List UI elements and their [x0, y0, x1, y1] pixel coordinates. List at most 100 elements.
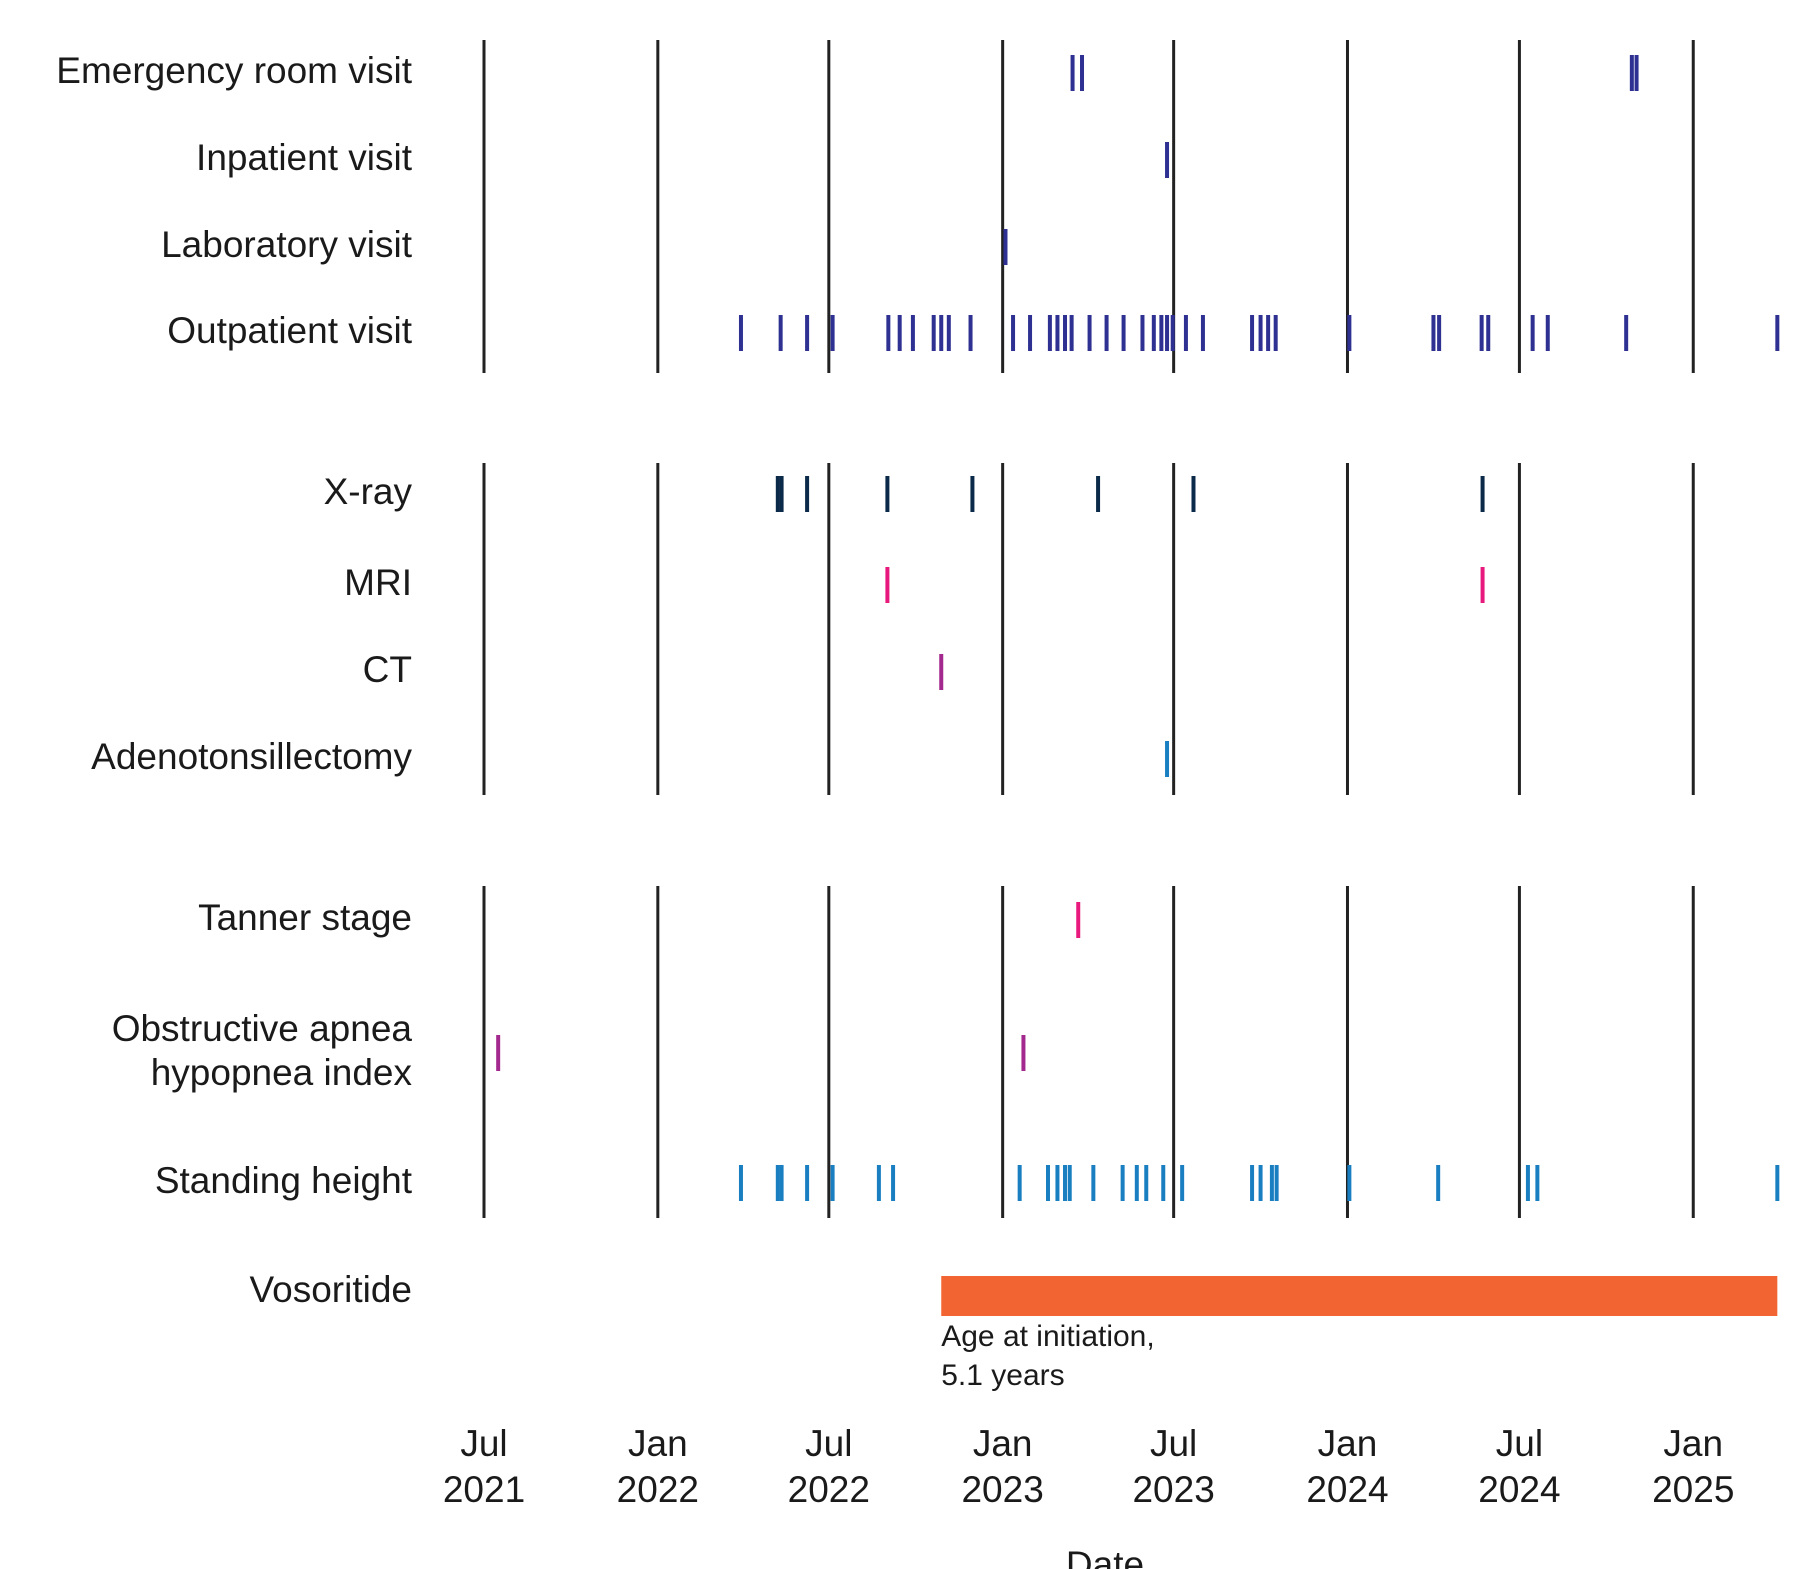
event-mark-outpatient-visit-7 [910, 315, 915, 351]
x-tick-label-2023-07-01: Jul 2023 [1132, 1423, 1214, 1510]
x-tick-label-2025-01-01: Jan 2025 [1652, 1423, 1734, 1510]
row-label-mri: MRI [344, 562, 412, 603]
event-mark-outpatient-visit-26 [1183, 315, 1188, 351]
event-mark-outpatient-visit-2 [778, 315, 783, 351]
event-mark-standing-height-25 [1525, 1165, 1530, 1201]
event-mark-standing-height-10 [1055, 1165, 1060, 1201]
event-mark-outpatient-visit-24 [1165, 315, 1170, 351]
event-mark-emergency-room-visit-4 [1634, 55, 1639, 91]
event-mark-outpatient-visit-17 [1069, 315, 1074, 351]
event-mark-x-ray-2 [779, 476, 784, 512]
event-mark-outpatient-visit-9 [939, 315, 944, 351]
row-label-obstructive-apnea-hypopnea-index: Obstructive apnea hypopnea index [112, 1008, 413, 1093]
event-mark-outpatient-visit-35 [1479, 315, 1484, 351]
event-mark-standing-height-3 [779, 1165, 784, 1201]
event-mark-standing-height-19 [1250, 1165, 1255, 1201]
event-mark-outpatient-visit-33 [1431, 315, 1436, 351]
x-tick-label-2021-07-01: Jul 2021 [443, 1423, 525, 1510]
event-mark-outpatient-visit-38 [1545, 315, 1550, 351]
event-mark-outpatient-visit-11 [968, 315, 973, 351]
event-mark-emergency-room-visit-1 [1070, 55, 1075, 91]
event-mark-standing-height-24 [1436, 1165, 1441, 1201]
row-label-laboratory-visit: Laboratory visit [161, 224, 413, 265]
event-mark-standing-height-4 [805, 1165, 810, 1201]
event-mark-outpatient-visit-40 [1775, 315, 1780, 351]
event-mark-outpatient-visit-14 [1047, 315, 1052, 351]
event-mark-standing-height-18 [1180, 1165, 1185, 1201]
x-axis-title: Date [1066, 1544, 1144, 1569]
event-mark-outpatient-visit-23 [1159, 315, 1164, 351]
event-mark-outpatient-visit-20 [1121, 315, 1126, 351]
event-mark-outpatient-visit-36 [1486, 315, 1491, 351]
row-label-standing-height: Standing height [155, 1160, 413, 1201]
event-mark-standing-height-14 [1120, 1165, 1125, 1201]
event-mark-outpatient-visit-25 [1170, 315, 1175, 351]
event-mark-outpatient-visit-30 [1266, 315, 1271, 351]
event-mark-x-ray-6 [1096, 476, 1101, 512]
event-mark-standing-height-26 [1535, 1165, 1540, 1201]
event-mark-outpatient-visit-6 [897, 315, 902, 351]
event-mark-laboratory-visit-1 [1003, 229, 1008, 265]
event-mark-standing-height-6 [876, 1165, 881, 1201]
event-mark-standing-height-11 [1063, 1165, 1068, 1201]
event-mark-inpatient-visit-1 [1165, 142, 1170, 178]
event-mark-outpatient-visit-27 [1200, 315, 1205, 351]
event-mark-outpatient-visit-21 [1140, 315, 1145, 351]
event-mark-outpatient-visit-15 [1055, 315, 1060, 351]
event-mark-outpatient-visit-10 [946, 315, 951, 351]
event-mark-outpatient-visit-37 [1530, 315, 1535, 351]
event-mark-standing-height-13 [1091, 1165, 1096, 1201]
event-mark-x-ray-5 [970, 476, 975, 512]
event-mark-x-ray-3 [805, 476, 810, 512]
x-tick-label-2022-07-01: Jul 2022 [788, 1423, 870, 1510]
event-mark-standing-height-8 [1017, 1165, 1022, 1201]
event-mark-standing-height-20 [1258, 1165, 1263, 1201]
event-mark-standing-height-5 [830, 1165, 835, 1201]
event-mark-obstructive-apnea-hypopnea-index-1 [496, 1035, 501, 1071]
event-mark-adenotonsillectomy-1 [1165, 741, 1170, 777]
event-mark-outpatient-visit-4 [830, 315, 835, 351]
event-mark-mri-2 [1480, 567, 1485, 603]
row-label-adenotonsillectomy: Adenotonsillectomy [91, 736, 412, 777]
row-label-tanner-stage: Tanner stage [198, 897, 412, 938]
event-mark-outpatient-visit-1 [738, 315, 743, 351]
x-tick-label-2023-01-01: Jan 2023 [961, 1423, 1043, 1510]
row-label-vosoritide: Vosoritide [250, 1269, 413, 1310]
event-mark-standing-height-17 [1161, 1165, 1166, 1201]
event-mark-standing-height-12 [1067, 1165, 1072, 1201]
event-mark-x-ray-7 [1191, 476, 1196, 512]
event-mark-standing-height-23 [1347, 1165, 1352, 1201]
x-tick-label-2024-07-01: Jul 2024 [1478, 1423, 1560, 1510]
row-label-outpatient-visit: Outpatient visit [167, 310, 412, 351]
event-mark-mri-1 [885, 567, 890, 603]
event-mark-outpatient-visit-34 [1437, 315, 1442, 351]
treatment-bar [941, 1276, 1778, 1316]
x-tick-label-2024-01-01: Jan 2024 [1306, 1423, 1388, 1510]
event-mark-outpatient-visit-22 [1151, 315, 1156, 351]
event-mark-outpatient-visit-28 [1250, 315, 1255, 351]
event-mark-standing-height-16 [1144, 1165, 1149, 1201]
event-mark-tanner-stage-1 [1076, 902, 1081, 938]
event-mark-ct-1 [939, 654, 944, 690]
event-mark-x-ray-1 [775, 476, 780, 512]
event-mark-outpatient-visit-8 [931, 315, 936, 351]
event-mark-standing-height-2 [775, 1165, 780, 1201]
event-mark-outpatient-visit-39 [1624, 315, 1629, 351]
event-mark-standing-height-21 [1269, 1165, 1274, 1201]
event-mark-outpatient-visit-19 [1104, 315, 1109, 351]
event-mark-standing-height-27 [1775, 1165, 1780, 1201]
event-mark-outpatient-visit-5 [886, 315, 891, 351]
event-mark-standing-height-22 [1274, 1165, 1279, 1201]
event-mark-outpatient-visit-32 [1347, 315, 1352, 351]
event-mark-outpatient-visit-16 [1063, 315, 1068, 351]
event-mark-standing-height-9 [1046, 1165, 1051, 1201]
event-mark-outpatient-visit-18 [1087, 315, 1092, 351]
event-mark-outpatient-visit-29 [1258, 315, 1263, 351]
x-tick-label-2022-01-01: Jan 2022 [617, 1423, 699, 1510]
row-label-inpatient-visit: Inpatient visit [196, 137, 413, 178]
event-mark-x-ray-8 [1480, 476, 1485, 512]
row-label-emergency-room-visit: Emergency room visit [56, 50, 412, 91]
event-mark-obstructive-apnea-hypopnea-index-2 [1021, 1035, 1026, 1071]
